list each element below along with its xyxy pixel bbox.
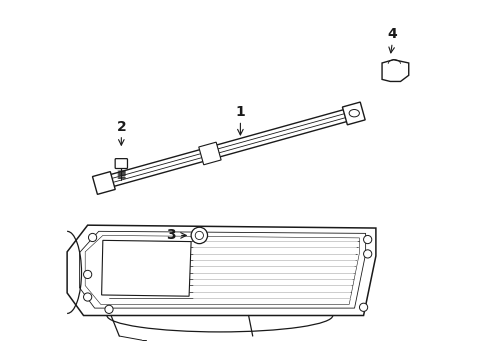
Circle shape — [195, 231, 203, 239]
Polygon shape — [67, 225, 375, 315]
Circle shape — [191, 227, 207, 244]
Circle shape — [359, 303, 367, 311]
Ellipse shape — [348, 109, 359, 117]
Polygon shape — [198, 142, 221, 165]
Polygon shape — [102, 240, 191, 296]
Text: 3: 3 — [165, 229, 175, 242]
FancyBboxPatch shape — [115, 159, 127, 168]
Circle shape — [88, 233, 97, 242]
Polygon shape — [381, 60, 408, 81]
Polygon shape — [79, 231, 365, 308]
Circle shape — [363, 250, 371, 258]
Text: 1: 1 — [235, 105, 245, 119]
Circle shape — [83, 293, 92, 301]
Text: 4: 4 — [386, 27, 396, 41]
Circle shape — [363, 235, 371, 244]
Circle shape — [105, 305, 113, 314]
Polygon shape — [85, 235, 359, 305]
Polygon shape — [92, 172, 115, 194]
Text: 2: 2 — [116, 120, 126, 134]
Circle shape — [83, 270, 92, 279]
Polygon shape — [342, 102, 365, 125]
